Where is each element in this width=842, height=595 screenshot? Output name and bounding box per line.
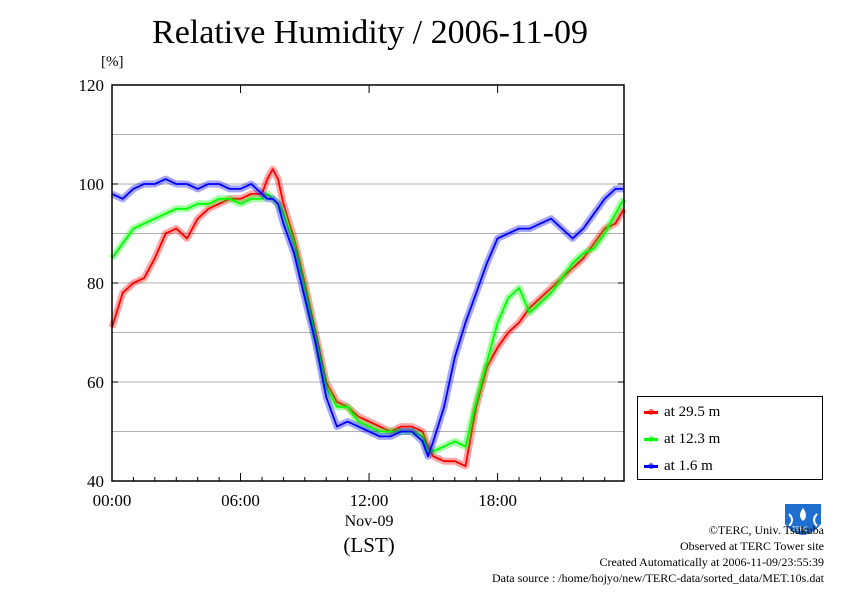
y-axis-unit-label: [%]	[101, 54, 124, 70]
chart-title: Relative Humidity / 2006-11-09	[152, 14, 588, 51]
copyright-text: ©TERC, Univ. Tsukuba	[708, 523, 824, 537]
legend-box: at 29.5 m at 12.3 m at 1.6 m	[637, 396, 823, 480]
x-tick-label: 00:00	[93, 491, 132, 510]
y-tick-label: 40	[87, 472, 104, 491]
legend-swatch-green	[644, 435, 658, 442]
grid-lines	[112, 134, 624, 432]
x-axis-ticks: 00:00 06:00 12:00 18:00	[93, 85, 606, 510]
legend-swatch-blue	[644, 462, 658, 469]
series-line-0	[111, 168, 625, 468]
terc-logo-icon	[785, 504, 821, 535]
legend-label: at 12.3 m	[664, 430, 721, 447]
x-axis-timezone-label: (LST)	[343, 533, 394, 557]
created-timestamp-text: Created Automatically at 2006-11-09/23:5…	[599, 555, 824, 569]
y-tick-label: 80	[87, 274, 104, 293]
y-tick-label: 100	[79, 175, 105, 194]
legend-label: at 1.6 m	[664, 457, 713, 474]
x-axis-date-label: Nov-09	[345, 513, 394, 530]
legend-swatch-red	[644, 408, 658, 415]
legend-item-12-3m: at 12.3 m	[644, 428, 720, 450]
logo-text: TERC	[792, 526, 808, 533]
observation-site-text: Observed at TERC Tower site	[679, 539, 824, 553]
data-source-text: Data source : /home/hojyo/new/TERC-data/…	[491, 571, 824, 585]
legend-label: at 29.5 m	[664, 403, 721, 420]
credits-block: ©TERC, Univ. Tsukuba Observed at TERC To…	[492, 522, 824, 586]
x-tick-label: 06:00	[221, 491, 260, 510]
x-tick-label: 12:00	[350, 491, 389, 510]
legend-item-29-5m: at 29.5 m	[644, 401, 720, 423]
series-line-1	[111, 192, 625, 453]
y-tick-label: 60	[87, 373, 104, 392]
y-axis-ticks: 40 60 80 100 120	[79, 76, 624, 491]
series-lines	[108, 165, 628, 470]
series-line-2	[111, 178, 624, 458]
legend-item-1-6m: at 1.6 m	[644, 455, 713, 477]
y-tick-label: 120	[79, 76, 105, 95]
x-tick-label: 18:00	[478, 491, 517, 510]
